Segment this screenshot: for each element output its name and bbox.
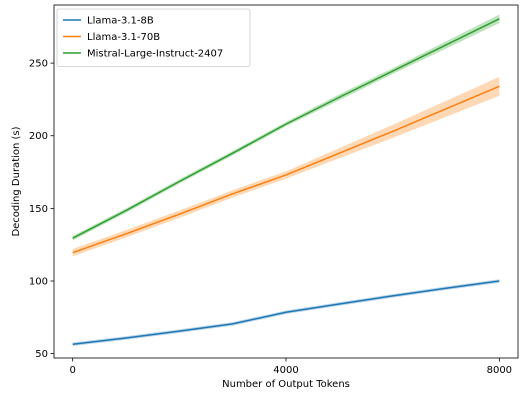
x-tick-label: 0 [69,365,75,376]
y-tick-label: 150 [29,204,48,215]
series-line-2 [72,85,500,254]
y-tick-label: 200 [29,131,48,142]
x-axis-label: Number of Output Tokens [222,379,350,390]
legend: Llama-3.1-8B Llama-3.1-70B Mistral-Large-I… [56,8,251,67]
y-axis-label: Decoding Duration (s) [11,126,22,236]
y-tick-label: 50 [35,349,48,360]
series-band-2 [72,76,500,257]
y-tick-label: 250 [29,59,48,70]
legend-label: Llama-3.1-8B [87,16,154,27]
x-tick-label: 8000 [487,365,512,376]
series-lines [72,18,500,345]
series-line-3 [72,18,500,239]
y-axis: 50 100 150 200 250 [29,59,54,360]
x-tick-label: 4000 [273,365,298,376]
legend-box [56,8,251,67]
legend-label: Llama-3.1-70B [87,32,160,43]
y-tick-label: 100 [29,277,48,288]
series-line-1 [72,280,500,345]
x-axis: 0 4000 8000 [69,358,512,376]
legend-label: Mistral-Large-Instruct-2407 [87,49,223,60]
